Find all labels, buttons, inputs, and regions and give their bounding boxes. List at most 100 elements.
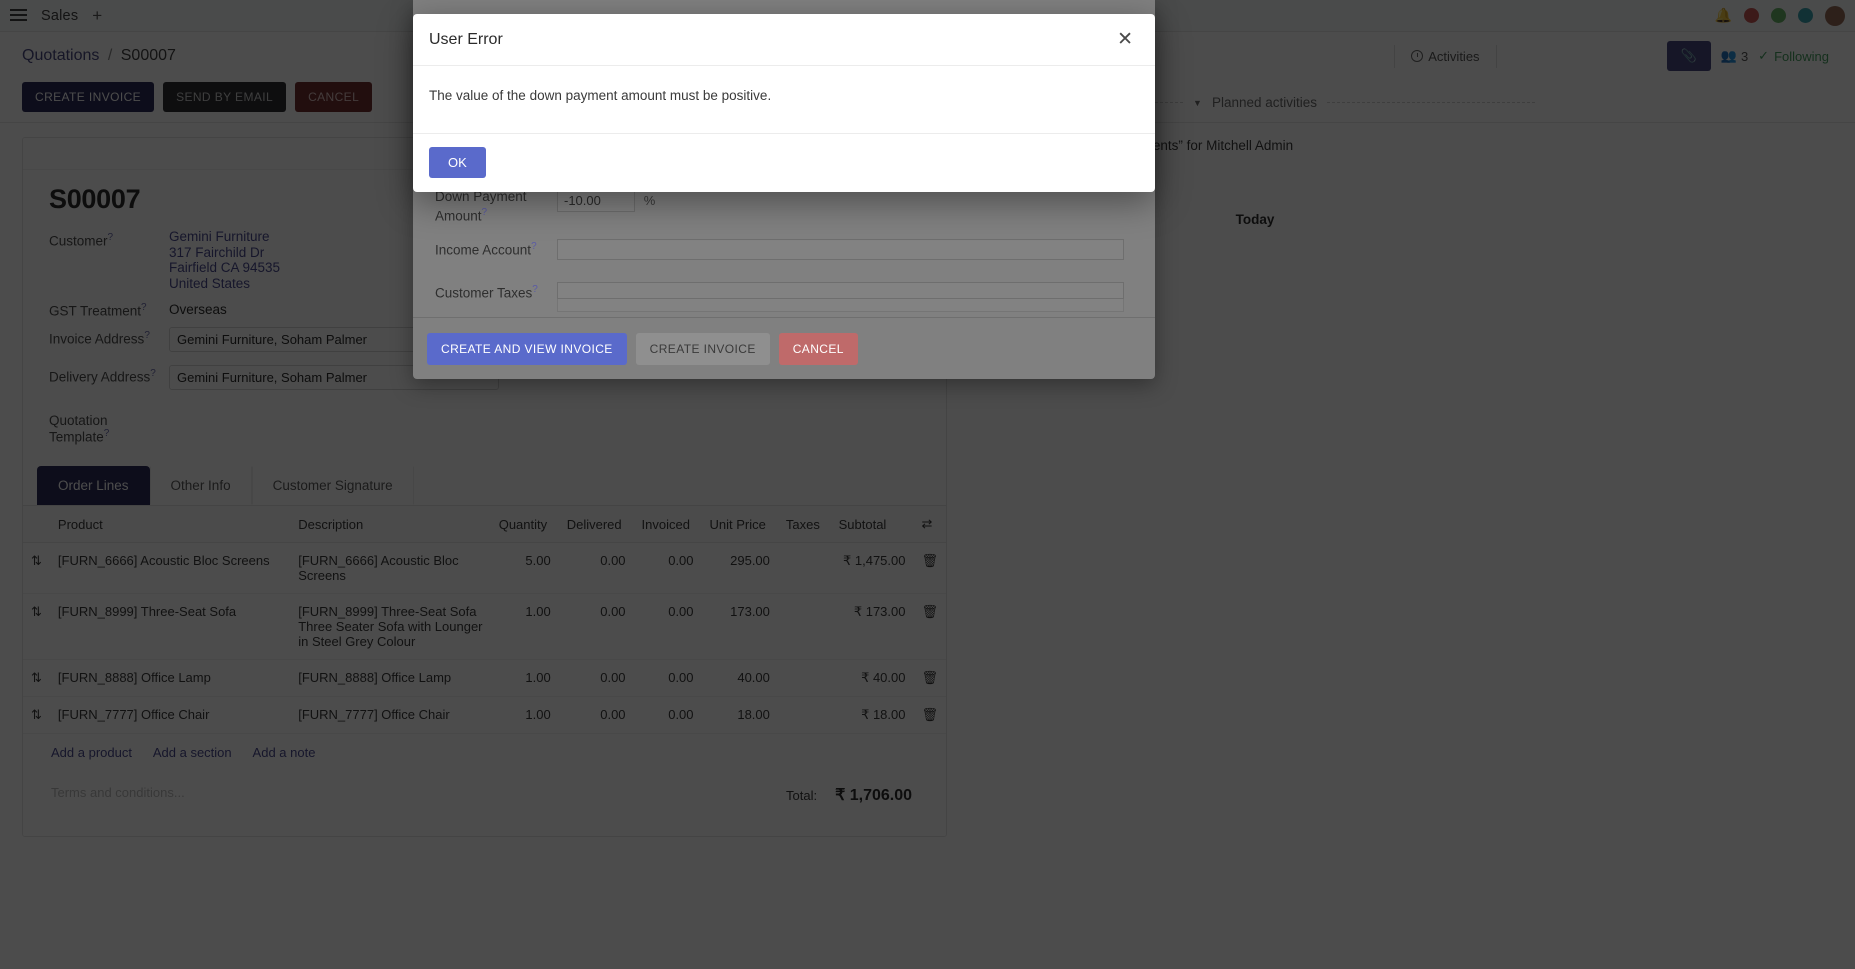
badge-cyan[interactable] xyxy=(1798,8,1813,23)
col-taxes[interactable]: Taxes xyxy=(777,506,831,543)
col-description[interactable]: Description xyxy=(290,506,491,543)
trash-icon[interactable]: 🗑 xyxy=(913,593,946,660)
col-unit-price[interactable]: Unit Price xyxy=(701,506,778,543)
add-a-product-link[interactable]: Add a product xyxy=(51,745,132,760)
hamburger-icon[interactable] xyxy=(10,9,27,22)
cell-description[interactable]: [FURN_7777] Office Chair xyxy=(290,696,491,734)
customer-taxes-dropdown-area[interactable] xyxy=(557,298,1124,312)
drag-handle-icon[interactable]: ⇅ xyxy=(23,659,50,697)
cell-taxes[interactable] xyxy=(777,696,831,734)
wizard-create-invoice-button[interactable]: CREATE INVOICE xyxy=(635,332,770,365)
avatar[interactable] xyxy=(1825,5,1845,26)
cell-quantity[interactable]: 1.00 xyxy=(490,593,559,660)
invoice-address-input[interactable]: Gemini Furniture, Soham Palmer xyxy=(169,326,499,352)
cell-delivered[interactable]: 0.00 xyxy=(558,696,634,734)
trash-icon[interactable]: 🗑 xyxy=(913,696,946,734)
customer-street[interactable]: 317 Fairchild Dr xyxy=(169,244,265,260)
customer-name[interactable]: Gemini Furniture xyxy=(169,229,270,244)
close-icon[interactable]: ✕ xyxy=(1117,29,1133,50)
field-label-gst-treatment: GST Treatment? xyxy=(49,302,147,319)
order-lines-table: Product Description Quantity Delivered I… xyxy=(23,506,946,734)
cell-unit-price[interactable]: 40.00 xyxy=(701,659,778,697)
customer-city[interactable]: Fairfield CA 94535 xyxy=(169,260,281,275)
table-row[interactable]: ⇅ [FURN_8999] Three-Seat Sofa [FURN_8999… xyxy=(23,593,946,660)
terms-and-conditions-input[interactable]: Terms and conditions... xyxy=(51,785,185,800)
activities-button[interactable]: Activities xyxy=(1394,44,1497,68)
drag-handle-icon[interactable]: ⇅ xyxy=(23,542,50,594)
column-toggle-icon[interactable]: ⇄ xyxy=(913,506,946,543)
following-label: Following xyxy=(1774,48,1829,64)
cell-description[interactable]: [FURN_6666] Acoustic Bloc Screens xyxy=(290,542,491,594)
cell-description[interactable]: [FURN_8888] Office Lamp xyxy=(290,659,491,697)
create-and-view-invoice-button[interactable]: CREATE AND VIEW INVOICE xyxy=(427,332,627,365)
attachment-button[interactable]: 📎 xyxy=(1666,41,1711,71)
ok-button[interactable]: OK xyxy=(429,147,486,178)
breadcrumb-separator: / xyxy=(107,47,113,64)
field-label-invoice-address: Invoice Address? xyxy=(49,329,150,347)
cell-product[interactable]: [FURN_8888] Office Lamp xyxy=(49,659,291,697)
cell-description[interactable]: [FURN_8999] Three-Seat Sofa Three Seater… xyxy=(290,593,491,660)
field-label-customer-taxes: Customer Taxes? xyxy=(435,283,538,301)
drag-handle-icon[interactable]: ⇅ xyxy=(23,696,50,734)
col-invoiced[interactable]: Invoiced xyxy=(633,506,702,543)
caret-down-icon[interactable]: ▼ xyxy=(1193,97,1202,108)
income-account-input[interactable] xyxy=(557,238,1124,260)
tab-customer-signature[interactable]: Customer Signature xyxy=(251,466,414,505)
create-invoice-button[interactable]: CREATE INVOICE xyxy=(22,82,155,112)
customer-address-block[interactable]: Gemini Furniture 317 Fairchild Dr Fairfi… xyxy=(169,229,280,291)
col-quantity[interactable]: Quantity xyxy=(490,506,559,543)
add-a-note-link[interactable]: Add a note xyxy=(252,745,316,760)
cell-taxes[interactable] xyxy=(777,542,831,594)
cell-delivered[interactable]: 0.00 xyxy=(558,542,634,594)
cell-taxes[interactable] xyxy=(777,593,831,660)
cell-quantity[interactable]: 5.00 xyxy=(490,542,559,594)
cell-quantity[interactable]: 1.00 xyxy=(490,696,559,734)
badge-green[interactable] xyxy=(1771,8,1786,23)
cell-delivered[interactable]: 0.00 xyxy=(558,659,634,697)
badge-red[interactable] xyxy=(1744,8,1759,23)
field-label-quotation-template: Quotation Template? xyxy=(49,412,110,445)
gst-treatment-value[interactable]: Overseas xyxy=(169,302,227,317)
field-label-income-account: Income Account? xyxy=(435,240,537,258)
table-row[interactable]: ⇅ [FURN_6666] Acoustic Bloc Screens [FUR… xyxy=(23,542,946,594)
add-a-section-link[interactable]: Add a section xyxy=(152,745,232,760)
customer-country[interactable]: United States xyxy=(169,275,251,291)
dialog-footer: OK xyxy=(413,134,1155,192)
cell-subtotal: ₹ 1,475.00 xyxy=(830,542,914,594)
cell-delivered[interactable]: 0.00 xyxy=(558,593,634,660)
cell-product[interactable]: [FURN_7777] Office Chair xyxy=(49,696,291,734)
cell-unit-price[interactable]: 173.00 xyxy=(701,593,778,660)
following-button[interactable]: ✓ Following xyxy=(1758,48,1833,64)
trash-icon[interactable]: 🗑 xyxy=(913,659,946,697)
table-row[interactable]: ⇅ [FURN_8888] Office Lamp [FURN_8888] Of… xyxy=(23,659,946,697)
wizard-cancel-button[interactable]: CANCEL xyxy=(778,332,858,365)
cell-product[interactable]: [FURN_8999] Three-Seat Sofa xyxy=(49,593,291,660)
trash-icon[interactable]: 🗑 xyxy=(913,542,946,594)
dialog-title: User Error xyxy=(429,30,503,48)
followers-count[interactable]: 👥 3 xyxy=(1711,48,1758,64)
cancel-button[interactable]: CANCEL xyxy=(295,82,373,112)
cell-unit-price[interactable]: 18.00 xyxy=(701,696,778,734)
col-product[interactable]: Product xyxy=(49,506,291,543)
cell-invoiced[interactable]: 0.00 xyxy=(633,593,702,660)
cell-product[interactable]: [FURN_6666] Acoustic Bloc Screens xyxy=(49,542,291,594)
cell-invoiced[interactable]: 0.00 xyxy=(633,542,702,594)
table-row[interactable]: ⇅ [FURN_7777] Office Chair [FURN_7777] O… xyxy=(23,696,946,734)
col-subtotal[interactable]: Subtotal xyxy=(830,506,914,543)
down-payment-amount-input[interactable]: -10.00 xyxy=(557,189,635,212)
bell-icon[interactable]: 🔔 xyxy=(1714,7,1732,23)
breadcrumb-root[interactable]: Quotations xyxy=(22,47,100,64)
drag-handle-icon[interactable]: ⇅ xyxy=(23,593,50,660)
col-delivered[interactable]: Delivered xyxy=(558,506,634,543)
plus-icon[interactable]: + xyxy=(92,6,103,25)
cell-invoiced[interactable]: 0.00 xyxy=(633,659,702,697)
tab-other-info[interactable]: Other Info xyxy=(149,466,252,505)
cell-invoiced[interactable]: 0.00 xyxy=(633,696,702,734)
cell-quantity[interactable]: 1.00 xyxy=(490,659,559,697)
tab-order-lines[interactable]: Order Lines xyxy=(37,466,150,505)
cell-unit-price[interactable]: 295.00 xyxy=(701,542,778,594)
customer-taxes-input[interactable] xyxy=(557,281,1124,299)
cell-taxes[interactable] xyxy=(777,659,831,697)
app-brand[interactable]: Sales xyxy=(41,7,79,24)
send-by-email-button[interactable]: SEND BY EMAIL xyxy=(163,82,287,112)
